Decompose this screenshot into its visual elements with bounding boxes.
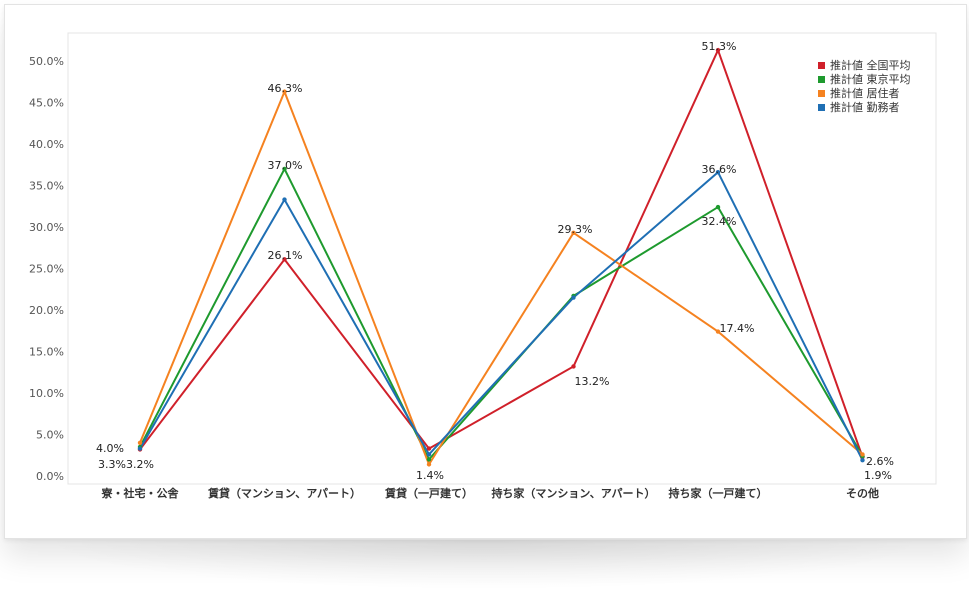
legend-label: 推計値 東京平均: [830, 72, 911, 86]
data-point: [282, 166, 287, 172]
y-tick-label: 35.0%: [29, 180, 64, 193]
legend-label: 推計値 居住者: [830, 86, 900, 100]
y-tick-label: 5.0%: [36, 429, 64, 442]
data-label: 17.4%: [720, 322, 755, 335]
data-point: [571, 230, 576, 236]
data-point: [860, 452, 865, 457]
data-point: [282, 257, 287, 262]
x-category-label: 寮・社宅・公舎: [101, 486, 180, 500]
x-category-label: 持ち家（一戸建て）: [669, 486, 768, 500]
data-point: [715, 329, 721, 334]
data-point: [426, 452, 432, 457]
data-label: 1.9%: [864, 469, 892, 482]
data-point: [715, 48, 721, 53]
x-category-label: 賃貸（マンション、アパート）: [207, 486, 361, 500]
data-label: 1.4%: [416, 469, 444, 482]
data-label: 4.0%: [96, 442, 124, 455]
data-point: [426, 457, 432, 462]
data-label: 3.3%: [98, 458, 126, 471]
data-label: 32.4%: [702, 215, 737, 228]
data-point: [571, 295, 576, 300]
series-line: [139, 170, 864, 461]
y-tick-label: 15.0%: [29, 346, 64, 359]
data-label: 51.3%: [702, 40, 737, 53]
data-label: 29.3%: [558, 223, 593, 236]
y-tick-label: 30.0%: [29, 221, 64, 234]
chart-card: [4, 4, 967, 539]
series-line: [139, 47, 864, 458]
y-tick-label: 25.0%: [29, 263, 64, 276]
data-point: [282, 89, 287, 94]
legend-label: 推計値 勤務者: [830, 100, 900, 114]
data-label: 3.2%: [126, 458, 154, 471]
legend-swatch: [818, 76, 825, 83]
x-category-label: 持ち家（マンション、アパート）: [491, 486, 655, 500]
plot-area: [67, 32, 937, 485]
data-point: [715, 170, 721, 175]
legend-label: 推計値 全国平均: [830, 58, 911, 72]
series-line: [139, 89, 864, 467]
y-tick-label: 40.0%: [29, 138, 64, 151]
data-point: [426, 462, 432, 467]
data-label: 2.6%: [866, 455, 894, 468]
y-tick-label: 20.0%: [29, 304, 64, 317]
data-point: [571, 364, 576, 369]
x-category-label: その他: [846, 486, 879, 500]
legend-swatch: [818, 90, 825, 97]
data-label: 37.0%: [268, 159, 303, 172]
data-label: 26.1%: [268, 249, 303, 262]
data-point: [426, 446, 432, 451]
y-tick-label: 45.0%: [29, 97, 64, 110]
series-line: [139, 166, 864, 462]
x-category-label: 賃貸（一戸建て）: [384, 486, 473, 500]
data-label: 13.2%: [575, 375, 610, 388]
y-tick-label: 50.0%: [29, 55, 64, 68]
legend-swatch: [818, 104, 825, 111]
y-tick-label: 10.0%: [29, 387, 64, 400]
data-point: [137, 440, 143, 445]
data-point: [715, 204, 721, 210]
card-shadow: [40, 540, 929, 590]
legend-swatch: [818, 62, 825, 69]
data-point: [860, 458, 865, 463]
data-label: 46.3%: [268, 82, 303, 95]
y-tick-label: 0.0%: [36, 470, 64, 483]
data-label: 36.6%: [702, 163, 737, 176]
data-point: [137, 446, 143, 451]
data-point: [282, 197, 287, 202]
